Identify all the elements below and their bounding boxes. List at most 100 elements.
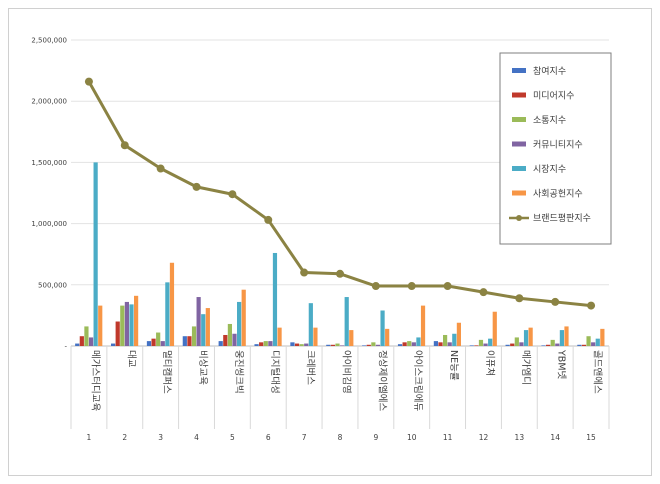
bar-4-15 xyxy=(591,342,596,346)
reputation-point xyxy=(120,141,129,150)
bar-5-5 xyxy=(237,301,242,346)
bar-4-8 xyxy=(340,345,345,346)
bar-1-9 xyxy=(362,345,367,346)
bar-3-12 xyxy=(478,339,484,346)
legend-label: 사회공헌지수 xyxy=(533,189,583,200)
bar-1-7 xyxy=(290,342,295,346)
bar-2-8 xyxy=(330,344,335,346)
bar-5-10 xyxy=(416,337,421,346)
category-label: 아이비김영 xyxy=(341,350,353,394)
category-label: 메가스터디교육 xyxy=(89,350,100,411)
legend-label: 브랜드평판지수 xyxy=(533,213,591,224)
y-axis-ticks: - 500,000 1,000,000 1,500,000 2,000,000 2,500… xyxy=(31,37,67,351)
bar-1-11 xyxy=(433,341,438,346)
bar-6-1 xyxy=(98,305,103,346)
reputation-point xyxy=(587,301,596,310)
category-label: 골드앤에스 xyxy=(592,350,603,394)
bar-3-13 xyxy=(514,337,519,346)
y-tick-label: 1,500,000 xyxy=(31,159,67,167)
bar-4-11 xyxy=(447,342,452,346)
bar-6-8 xyxy=(349,330,354,346)
legend-label: 소통지수 xyxy=(533,115,566,126)
bar-3-9 xyxy=(371,342,376,346)
legend-label: 시장지수 xyxy=(533,164,566,175)
category-label: 메가엠디 xyxy=(520,350,532,385)
reputation-point xyxy=(192,182,201,191)
legend-swatch xyxy=(512,141,526,147)
bar-4-13 xyxy=(519,342,524,346)
bar-3-10 xyxy=(407,341,412,346)
bar-4-14 xyxy=(555,343,560,346)
reputation-point xyxy=(336,269,344,278)
rank-number: 2 xyxy=(122,433,127,442)
legend-label: 참여지수 xyxy=(533,65,566,77)
rank-number: 12 xyxy=(479,433,489,442)
category-label: 디지털대성 xyxy=(269,350,281,394)
bar-5-11 xyxy=(452,333,457,346)
y-tick-label: 1,000,000 xyxy=(31,220,67,228)
bar-1-4 xyxy=(182,336,187,346)
reputation-point xyxy=(300,268,309,277)
category-label: 대교 xyxy=(125,350,136,368)
bar-3-3 xyxy=(156,332,161,346)
bar-6-9 xyxy=(385,328,390,346)
legend-swatch xyxy=(512,117,526,122)
bar-6-7 xyxy=(313,327,318,346)
rank-number: 4 xyxy=(194,433,199,442)
bar-3-15 xyxy=(586,336,591,346)
bar-5-8 xyxy=(344,297,349,346)
legend-swatch xyxy=(512,68,526,73)
bar-4-6 xyxy=(268,341,273,346)
reputation-point xyxy=(551,297,560,306)
bar-2-1 xyxy=(79,336,84,346)
category-label: 비상교육 xyxy=(197,350,208,385)
legend-swatch xyxy=(512,166,526,171)
reputation-point xyxy=(371,282,380,291)
bar-5-14 xyxy=(559,330,564,346)
rank-number: 13 xyxy=(515,433,525,442)
bars xyxy=(75,162,605,346)
bar-4-7 xyxy=(304,343,309,346)
bar-1-10 xyxy=(397,344,403,346)
y-tick-label: 500,000 xyxy=(38,281,67,289)
reputation-point xyxy=(84,77,93,86)
bar-5-7 xyxy=(308,303,313,346)
rank-number: 8 xyxy=(338,433,343,442)
reputation-point xyxy=(264,215,273,224)
bar-1-2 xyxy=(111,343,116,346)
rank-number: 9 xyxy=(373,433,378,442)
bar-5-1 xyxy=(93,162,98,346)
y-tick-label: - xyxy=(64,343,67,351)
bar-2-3 xyxy=(151,338,156,346)
bar-2-13 xyxy=(510,343,515,346)
bar-3-8 xyxy=(335,343,340,346)
bar-3-7 xyxy=(299,344,304,346)
x-axis: 메가스터디교육 1 대교 2 멀티캠퍼스 3 비상교육 4 웅진씽크빅 5 디지털대성 6 크레버스 7 아… xyxy=(70,346,610,442)
category-label: 멀티캠퍼스 xyxy=(161,350,173,394)
bar-2-11 xyxy=(438,342,443,346)
bar-1-12 xyxy=(469,345,474,346)
rank-number: 10 xyxy=(407,433,417,442)
bar-6-15 xyxy=(600,328,605,346)
bar-6-5 xyxy=(241,289,246,346)
category-label: 이퓨쳐 xyxy=(484,350,496,376)
bar-3-1 xyxy=(84,326,89,346)
bar-2-2 xyxy=(115,321,120,346)
bar-1-8 xyxy=(326,344,331,346)
reputation-point xyxy=(407,282,416,291)
bar-5-6 xyxy=(272,252,278,346)
bar-1-3 xyxy=(146,341,152,346)
bar-2-5 xyxy=(223,334,228,346)
bar-3-14 xyxy=(550,339,555,346)
category-label: 아이스크림에듀 xyxy=(412,350,424,411)
bar-5-15 xyxy=(595,338,600,346)
bar-3-6 xyxy=(263,341,268,346)
bar-4-10 xyxy=(411,342,416,346)
bar-2-15 xyxy=(581,344,587,346)
rank-number: 1 xyxy=(87,433,92,442)
bar-4-1 xyxy=(88,337,94,346)
bar-5-2 xyxy=(129,304,134,346)
rank-number: 6 xyxy=(266,433,271,442)
bar-6-10 xyxy=(420,305,426,346)
